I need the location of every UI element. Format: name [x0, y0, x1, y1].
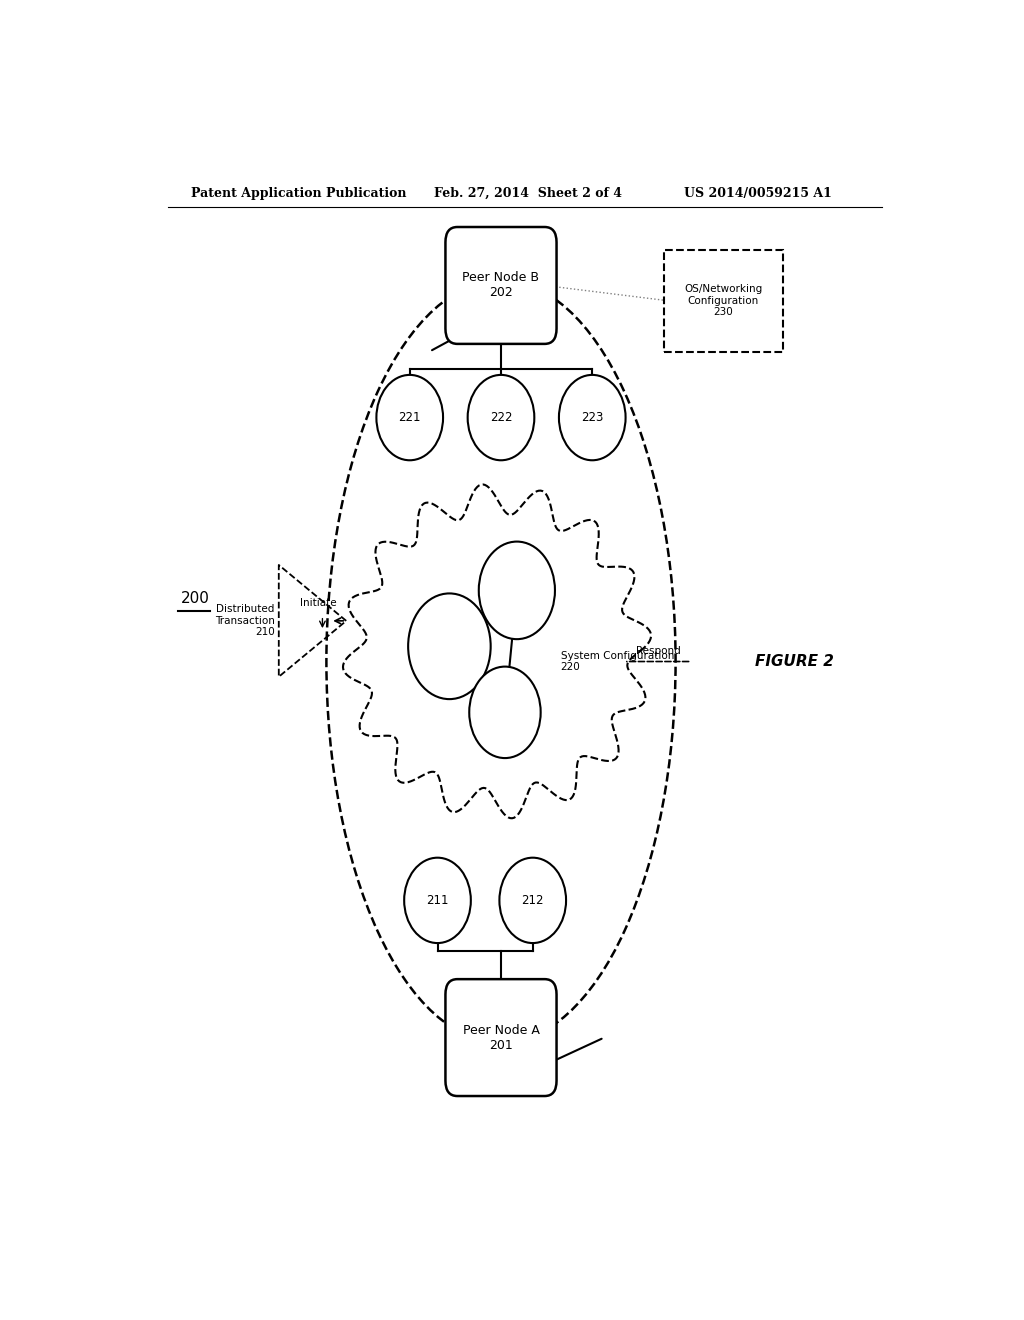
Text: Feb. 27, 2014  Sheet 2 of 4: Feb. 27, 2014 Sheet 2 of 4: [433, 187, 622, 199]
Text: 211: 211: [426, 894, 449, 907]
Text: 212: 212: [521, 894, 544, 907]
Text: FIGURE 2: FIGURE 2: [755, 653, 835, 669]
Text: System Configuration
220: System Configuration 220: [560, 651, 674, 672]
Text: Respond: Respond: [636, 647, 681, 656]
Circle shape: [469, 667, 541, 758]
Text: OS/Networking
Configuration
230: OS/Networking Configuration 230: [684, 284, 762, 317]
Circle shape: [559, 375, 626, 461]
FancyBboxPatch shape: [445, 227, 557, 345]
Text: US 2014/0059215 A1: US 2014/0059215 A1: [684, 187, 831, 199]
Text: 200: 200: [181, 590, 210, 606]
Circle shape: [409, 594, 490, 700]
Circle shape: [500, 858, 566, 942]
FancyBboxPatch shape: [664, 249, 782, 351]
Text: Patent Application Publication: Patent Application Publication: [191, 187, 407, 199]
Text: Initiate: Initiate: [300, 598, 337, 607]
Text: Distributed
Transaction
210: Distributed Transaction 210: [215, 605, 274, 638]
Text: Peer Node B
202: Peer Node B 202: [463, 272, 540, 300]
Text: Peer Node A
201: Peer Node A 201: [463, 1023, 540, 1052]
Circle shape: [377, 375, 443, 461]
Text: 221: 221: [398, 411, 421, 424]
Text: 222: 222: [489, 411, 512, 424]
FancyBboxPatch shape: [445, 979, 557, 1096]
Circle shape: [404, 858, 471, 942]
Text: 223: 223: [581, 411, 603, 424]
Circle shape: [468, 375, 535, 461]
Circle shape: [479, 541, 555, 639]
